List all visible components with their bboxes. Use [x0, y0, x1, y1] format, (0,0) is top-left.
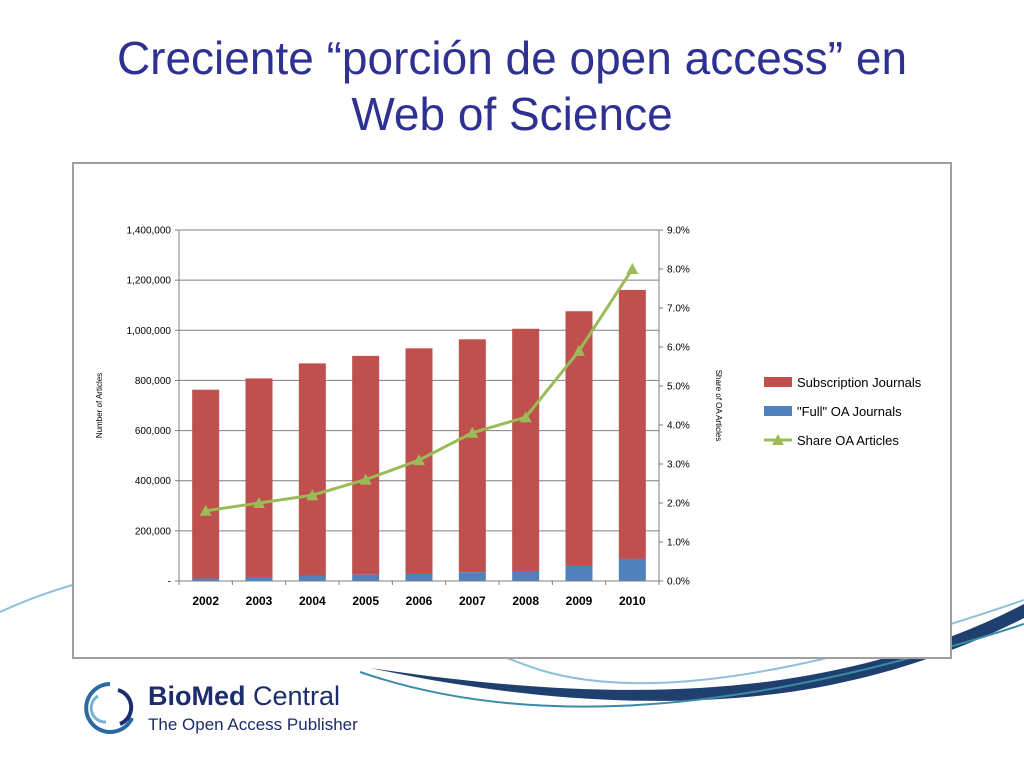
right-tick-label: 1.0% [667, 538, 690, 549]
logo-name-bold: BioMed [148, 681, 246, 711]
share-oa-point-2005 [359, 473, 372, 485]
bar-oa-2007 [458, 572, 486, 581]
left-tick-label: 200,000 [135, 526, 172, 537]
biomed-ring-icon [84, 682, 134, 734]
right-tick-label: 8.0% [667, 265, 690, 276]
legend-oa-swatch [764, 406, 792, 416]
right-tick-label: 7.0% [667, 304, 690, 315]
legend-share-label: Share OA Articles [797, 433, 899, 448]
slide-title: Creciente “porción de open access” en We… [0, 30, 1024, 142]
chart: - 200,000 400,000 600,000 800,000 1,000,000 1,… [95, 226, 922, 609]
slide-title-line-2: Web of Science [351, 88, 673, 140]
bar-subscription-2005 [352, 355, 380, 575]
left-tick-label: 1,400,000 [127, 226, 172, 237]
right-tick-label: 9.0% [667, 226, 690, 237]
legend-oa-label: "Full" OA Journals [797, 404, 902, 419]
x-tick-label: 2002 [192, 594, 219, 608]
right-tick-label: 4.0% [667, 421, 690, 432]
right-tick-label: 6.0% [667, 343, 690, 354]
bar-subscription-2004 [298, 363, 326, 576]
left-axis-title: Number of Articles [95, 373, 104, 438]
bar-oa-2005 [352, 574, 380, 581]
logo-tagline: The Open Access Publisher [148, 715, 358, 734]
bar-oa-2008 [512, 570, 540, 581]
x-tick-label: 2006 [406, 594, 433, 608]
share-oa-point-2003 [253, 497, 265, 508]
logo-name-light: Central [253, 681, 341, 711]
biomed-central-logo: BioMed Central The Open Access Publisher [80, 678, 380, 748]
x-tick-label: 2008 [512, 594, 539, 608]
share-oa-point-2008 [519, 411, 532, 423]
chart-bars [192, 289, 646, 581]
share-oa-point-2004 [306, 489, 319, 501]
chart-legend: Subscription Journals "Full" OA Journals S… [764, 375, 922, 448]
bar-oa-2004 [298, 575, 326, 581]
left-tick-label: 1,200,000 [127, 276, 172, 287]
bar-subscription-2010 [618, 289, 646, 559]
right-tick-label: 5.0% [667, 382, 690, 393]
chart-labels: - 200,000 400,000 600,000 800,000 1,000,000 1,… [95, 226, 723, 609]
right-axis-title: Share of OA Articles [714, 370, 723, 442]
left-tick-label: 800,000 [135, 376, 172, 387]
legend-subscription-swatch [764, 377, 792, 387]
bar-oa-2009 [565, 565, 593, 581]
x-tick-label: 2005 [352, 594, 379, 608]
logo-name: BioMed Central [148, 681, 340, 712]
chart-frame: - 200,000 400,000 600,000 800,000 1,000,000 1,… [72, 162, 952, 659]
swoosh-dark-band [370, 604, 1024, 701]
bar-subscription-2007 [458, 339, 486, 573]
bar-subscription-2008 [512, 328, 540, 571]
x-tick-label: 2010 [619, 594, 646, 608]
bar-oa-2010 [618, 558, 646, 581]
share-oa-point-2010 [626, 263, 639, 274]
bar-subscription-2003 [245, 378, 273, 577]
bar-oa-2003 [245, 576, 273, 581]
right-tick-label: 2.0% [667, 499, 690, 510]
slide-title-line-1: Creciente “porción de open access” en [116, 32, 908, 84]
left-tick-label: 600,000 [135, 426, 172, 437]
x-tick-label: 2003 [246, 594, 273, 608]
chart-axes [175, 229, 663, 585]
swoosh-teal-arc [359, 623, 1024, 708]
left-tick-label: 400,000 [135, 476, 172, 487]
right-tick-label: 3.0% [667, 460, 690, 471]
bar-subscription-2002 [192, 389, 220, 579]
left-tick-label: 1,000,000 [127, 326, 172, 337]
x-tick-label: 2004 [299, 594, 326, 608]
chart-share-line [199, 263, 639, 516]
right-tick-label: 0.0% [667, 577, 690, 588]
left-tick-label: - [168, 577, 171, 588]
share-oa-point-2006 [413, 454, 425, 466]
x-tick-label: 2007 [459, 594, 486, 608]
legend-share-marker [772, 434, 784, 445]
share-oa-point-2007 [466, 426, 479, 438]
x-tick-label: 2009 [566, 594, 593, 608]
share-oa-point-2002 [199, 504, 212, 516]
bar-oa-2006 [405, 573, 433, 581]
share-oa-point-2009 [573, 344, 585, 356]
legend-subscription-label: Subscription Journals [797, 375, 922, 390]
bar-oa-2002 [192, 578, 220, 581]
